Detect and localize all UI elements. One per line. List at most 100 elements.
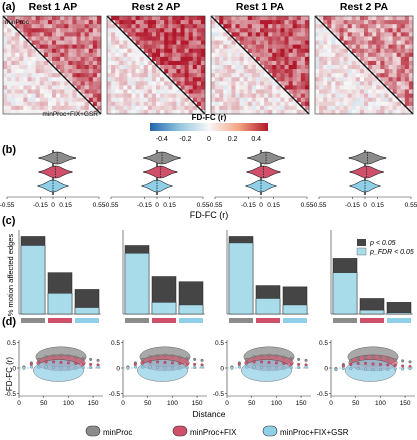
heatmap-cell (372, 16, 377, 21)
heatmap-cell (56, 56, 61, 62)
heatmap-cell (64, 60, 69, 66)
heatmap-cell (359, 93, 365, 98)
heatmap-cell (304, 52, 310, 58)
heatmap-cell (127, 28, 132, 33)
heatmap-cell (380, 85, 385, 90)
heatmap-cell (280, 97, 285, 103)
heatmap-cell (223, 56, 228, 62)
scatter-x-tick-label: 50 (144, 400, 152, 407)
heatmap-cell (31, 89, 36, 94)
heatmap-cell (92, 20, 98, 25)
heatmap-cell (39, 89, 45, 94)
heatmap-cell (247, 69, 253, 74)
heatmap-cell (35, 32, 41, 37)
heatmap-cell (315, 20, 320, 25)
heatmap-cell (223, 52, 228, 58)
heatmap-cell (72, 16, 77, 21)
scatter-y-tick-label: -0.5 (213, 391, 225, 398)
heatmap-cell (31, 93, 36, 98)
heatmap-cell (39, 16, 45, 21)
heatmap-cell (335, 32, 340, 37)
heatmap-cell (92, 109, 98, 115)
heatmap-cell (235, 16, 240, 21)
heatmap-cell (284, 73, 289, 78)
heatmap-cell (119, 109, 124, 115)
heatmap-cell (219, 52, 224, 58)
heatmap-cell (388, 81, 393, 86)
heatmap-cell (335, 109, 340, 115)
heatmap-cell (368, 40, 373, 45)
heatmap-cell (235, 85, 240, 90)
heatmap-cell (19, 48, 24, 54)
column-title-1: Rest 1 AP (29, 1, 78, 13)
heatmap-cell (288, 101, 293, 107)
heatmap-cell (315, 81, 320, 86)
heatmap-cell (168, 24, 173, 29)
heatmap-cell (27, 73, 32, 78)
heatmap-cell (339, 36, 344, 41)
heatmap-cell (335, 69, 340, 74)
heatmap-cell (115, 32, 120, 37)
heatmap-cell (123, 56, 128, 62)
heatmap-cell (184, 69, 189, 74)
heatmap-cell (107, 24, 112, 29)
heatmap-cell (68, 52, 73, 58)
heatmap-cell (331, 97, 336, 103)
heatmap-cell (400, 93, 406, 98)
heatmap-cell (327, 73, 332, 78)
heatmap-cell (115, 60, 120, 66)
heatmap-cell (19, 77, 24, 82)
heatmap-diagonal (314, 15, 414, 115)
heatmap-cell (288, 48, 293, 54)
scatter-point-minproc-fix-gsr (133, 365, 137, 369)
heatmap-cell (351, 36, 357, 41)
heatmap-cell (239, 97, 244, 103)
heatmap-cell (231, 81, 236, 86)
heatmap-cell (264, 81, 269, 86)
heatmap-cell (255, 36, 261, 41)
heatmap-cell (119, 36, 124, 41)
heatmap-cell (160, 97, 165, 103)
heatmap-cell (192, 28, 198, 33)
heatmap-cell (139, 105, 145, 111)
heatmap-cell (343, 56, 348, 62)
heatmap-cell (119, 89, 124, 94)
heatmap-cell (364, 105, 369, 111)
heatmap-cell (219, 48, 224, 54)
heatmap-cell (88, 97, 94, 103)
heatmap-2 (106, 15, 206, 115)
heatmap-cell (284, 93, 289, 98)
heatmap-cell (151, 97, 157, 103)
heatmap-cell (260, 101, 265, 107)
heatmap-cell (276, 60, 281, 66)
heatmap-cell (292, 20, 298, 25)
heatmap-cell (164, 24, 169, 29)
heatmap-diagonal (106, 15, 206, 115)
heatmap-cell (168, 101, 173, 107)
heatmap-cell (188, 28, 194, 33)
bar-group-swatch (333, 318, 357, 323)
heatmap-cell (60, 56, 65, 62)
heatmap-cell (111, 16, 116, 21)
heatmap-cell (404, 48, 410, 54)
heatmap-cell (96, 73, 102, 78)
heatmap-cell (359, 52, 365, 58)
heatmap-cell (364, 73, 369, 78)
heatmap-cell (272, 105, 277, 111)
bar-pfdr (255, 298, 281, 315)
heatmap-cell (251, 81, 257, 86)
heatmap-cell (239, 32, 244, 37)
heatmap-cell (15, 85, 20, 90)
heatmap-cell (384, 48, 389, 54)
heatmap-cell (284, 40, 289, 45)
heatmap-cell (188, 101, 194, 107)
heatmap-cell (276, 48, 281, 54)
heatmap-cell (123, 44, 128, 49)
heatmap-cell (60, 48, 65, 54)
heatmap-cell (200, 60, 206, 66)
heatmap-cell (19, 101, 24, 107)
heatmap-cell (292, 69, 298, 74)
heatmap-cell (56, 93, 61, 98)
heatmap-cell (107, 69, 112, 74)
heatmap-cell (288, 97, 293, 103)
